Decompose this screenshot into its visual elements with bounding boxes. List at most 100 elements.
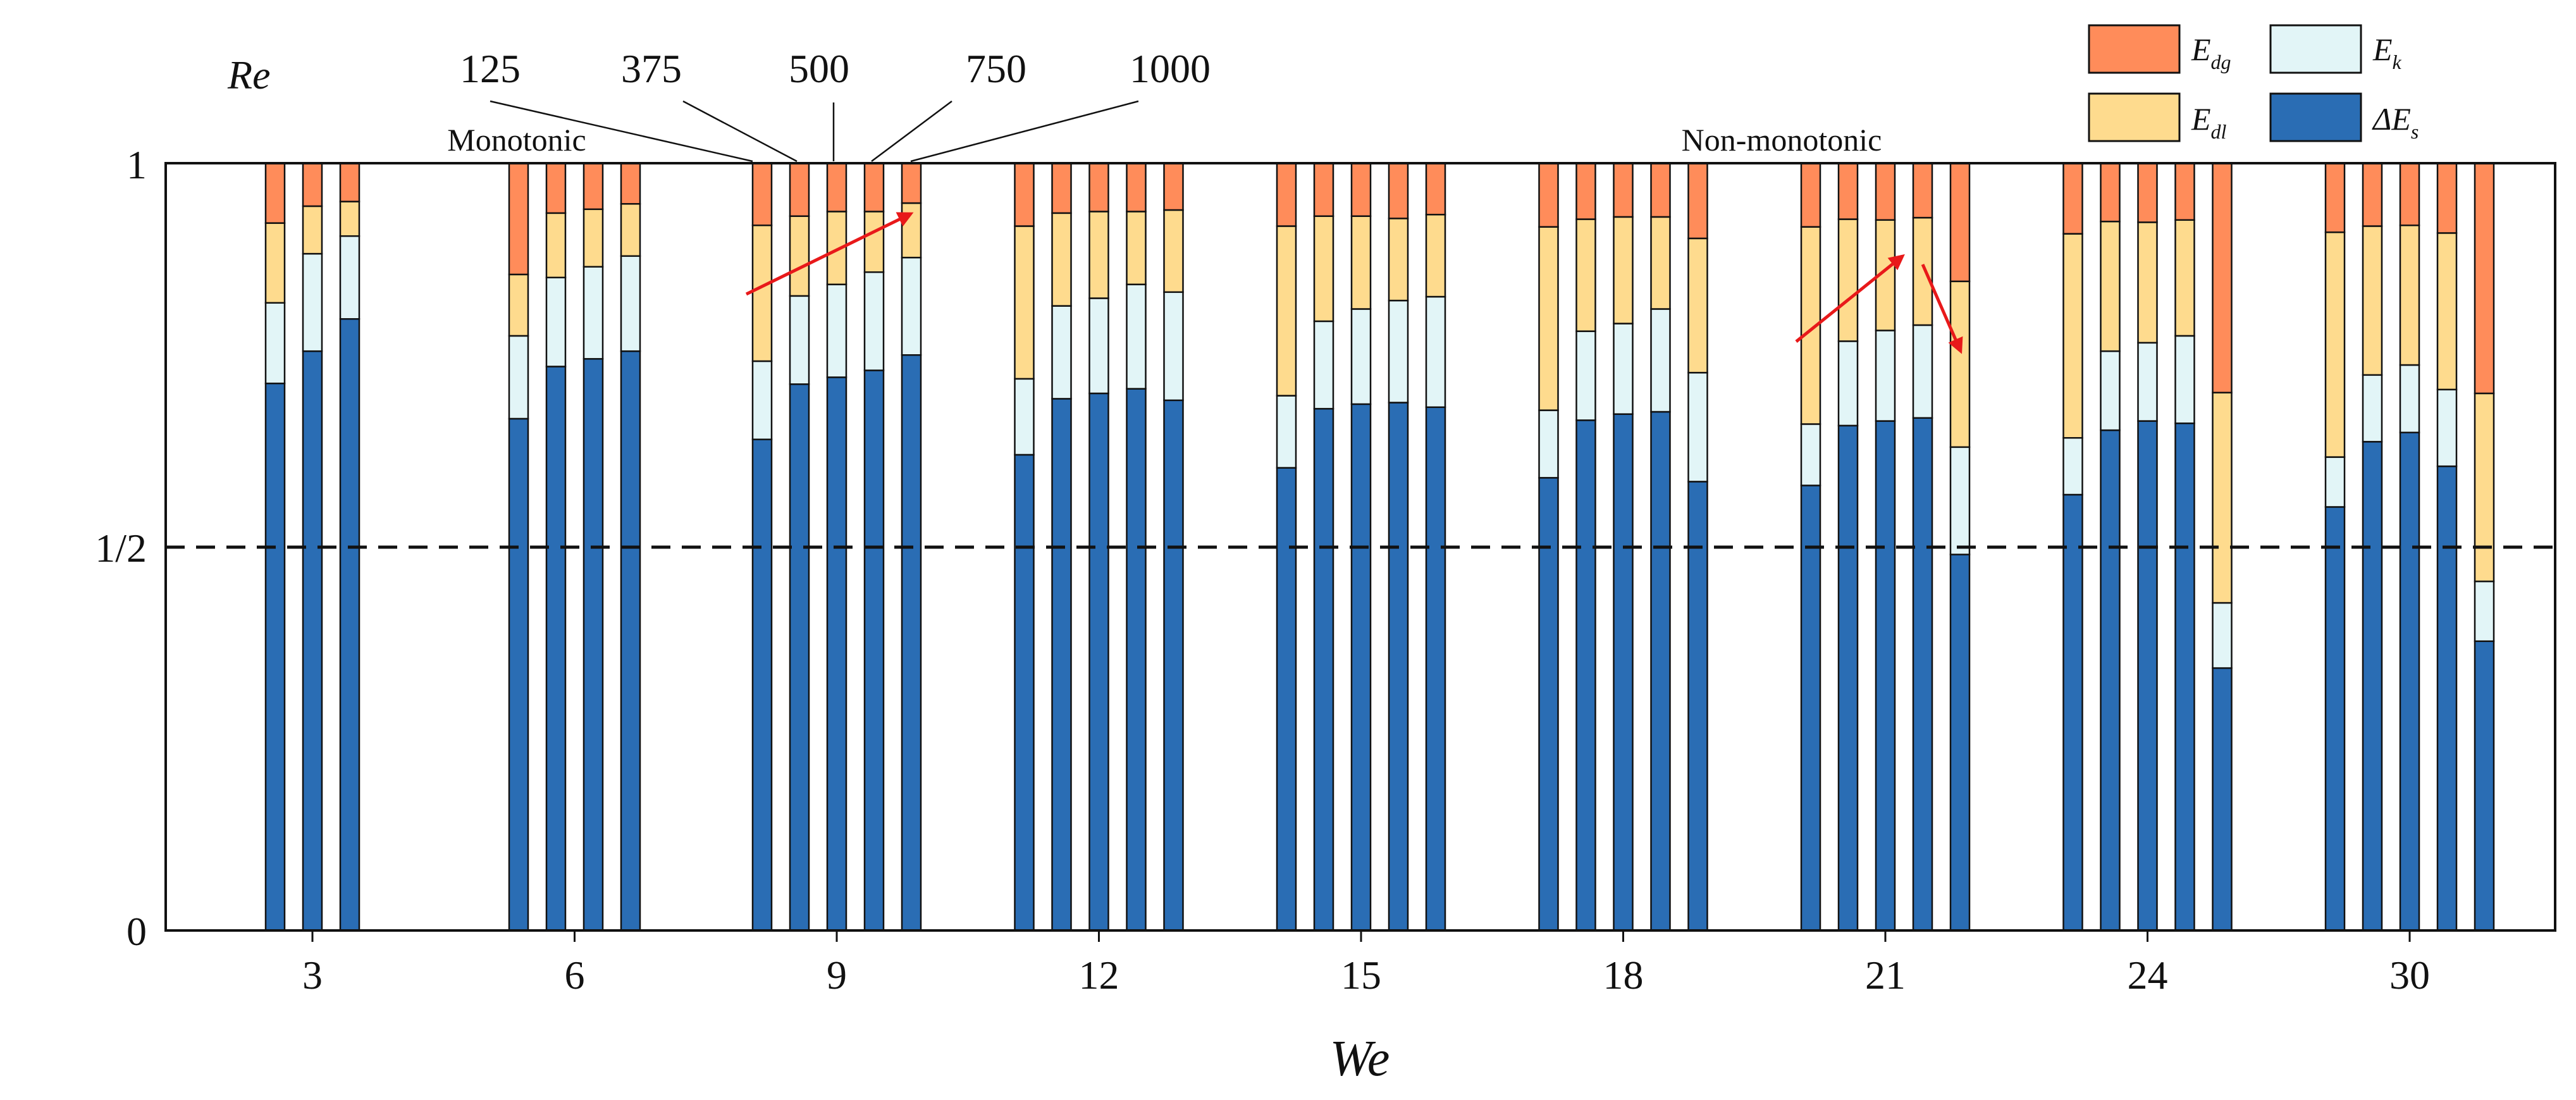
bar-segment-edl-we24-re375 [2100,220,2121,352]
bar-segment-ek-we6-re375 [545,276,567,368]
x-tick-label-6: 6 [565,953,585,998]
bar-segment-ek-we12-re750 [1126,283,1147,390]
bar-segment-edl-we15-re500 [1350,215,1372,310]
bar-segment-edl-we6-re125 [508,273,529,337]
y-tick-label-half: 1/2 [95,526,147,571]
bar-segment-edg-we21-re500 [1875,162,1896,221]
bar-segment-ek-we15-re750 [1388,299,1409,404]
bar-segment-des-we15-re500 [1350,403,1372,932]
bar-segment-edl-we3-re125 [264,222,286,304]
bar-segment-des-we15-re125 [1276,467,1297,932]
bar-segment-des-we15-re1000 [1425,406,1446,932]
bar-segment-edg-we9-re125 [751,162,773,226]
legend-label-des: ΔEs [2372,101,2419,143]
bar-segment-ek-we18-re1000 [1687,371,1708,483]
bar-segment-ek-we18-re125 [1538,409,1559,479]
bar-segment-ek-we6-re500 [582,266,604,360]
legend-swatch-ek [2269,24,2362,74]
bar-segment-edg-we30-re500 [2399,162,2420,226]
legend-label-ek: Ek [2372,32,2402,73]
bar-segment-ek-we15-re375 [1313,320,1334,410]
bar-segment-edg-we18-re375 [1575,162,1596,220]
bar-segment-edl-we15-re125 [1276,225,1297,397]
bar-segment-ek-we9-re375 [789,295,810,385]
bar-segment-edl-we21-re1000 [1949,280,1971,448]
bar-segment-des-we18-re500 [1613,413,1634,932]
bar-segment-edg-we18-re750 [1650,162,1671,218]
bar-segment-ek-we24-re125 [2062,437,2083,496]
bar-segment-edl-we12-re750 [1126,211,1147,285]
bar-segment-edg-we21-re1000 [1949,162,1971,283]
bar-segment-des-we12-re500 [1088,392,1109,932]
bar-segment-des-we24-re750 [2174,422,2195,932]
bar-segment-des-we9-re125 [751,438,773,932]
bar-segment-ek-we3-re125 [264,302,286,385]
bar-segment-edl-we21-re375 [1837,218,1859,342]
bar-segment-ek-we12-re375 [1051,305,1072,400]
trend-arrow-we21-fall [1921,263,1963,354]
legend: Edg Ek Edl ΔEs [2088,24,2419,143]
bar-segment-edl-we30-re500 [2399,225,2420,366]
annotation-non-monotonic: Non-monotonic [1682,122,1882,158]
bar-segment-edl-we24-re500 [2137,221,2158,344]
bar-segment-des-we24-re125 [2062,493,2083,932]
bar-segment-ek-we9-re125 [751,360,773,440]
bar-segment-edg-we9-re1000 [901,162,922,204]
legend-swatch-edg [2088,24,2181,74]
bar-segment-ek-we30-re500 [2399,364,2420,434]
bar-segment-edl-we18-re500 [1613,216,1634,324]
bar-segment-edg-we21-re750 [1912,162,1933,219]
bar-segment-des-we9-re500 [826,376,847,932]
bar-segment-ek-we9-re500 [826,283,847,378]
bar-segment-edg-we9-re375 [789,162,810,217]
bar-segment-edl-we3-re500 [339,201,361,237]
bar-segment-edg-we30-re1000 [2474,162,2495,395]
bar-segment-des-we30-re375 [2362,441,2383,932]
bar-segment-ek-we12-re1000 [1163,291,1184,402]
x-tick-label-18: 18 [1603,953,1644,998]
bar-segment-edg-we24-re750 [2174,162,2195,221]
bar-segment-edl-we24-re1000 [2212,392,2233,604]
bar-segment-ek-we12-re500 [1088,297,1109,395]
bar-segment-edg-we9-re500 [826,162,847,213]
bar-segment-edg-we15-re125 [1276,162,1297,227]
bar-segment-edg-we6-re750 [620,162,641,205]
bar-segment-des-we9-re750 [863,369,885,932]
bar-segment-edl-we30-re1000 [2474,392,2495,583]
bar-segment-ek-we6-re125 [508,335,529,420]
bar-segment-des-we12-re375 [1051,398,1072,932]
bar-segment-des-we15-re750 [1388,402,1409,932]
bar-segment-ek-we30-re375 [2362,374,2383,443]
bar-segment-des-we6-re375 [545,366,567,932]
bar-segment-des-we24-re500 [2137,420,2158,932]
legend-swatch-des [2269,92,2362,142]
bar-segment-edl-we18-re750 [1650,216,1671,310]
x-tick-label-21: 21 [1865,953,1906,998]
trend-arrow-we9 [745,212,914,296]
bar-segment-edl-we18-re1000 [1687,237,1708,374]
bar-segment-edl-we21-re750 [1912,216,1933,326]
re-label-375: 375 [621,46,682,91]
bar-segment-ek-we21-re500 [1875,330,1896,422]
bar-segment-ek-we6-re750 [620,255,641,352]
bar-segment-des-we15-re375 [1313,407,1334,932]
bar-segment-edl-we12-re500 [1088,211,1109,299]
bar-segment-ek-we24-re750 [2174,335,2195,424]
bar-segment-ek-we15-re500 [1350,308,1372,405]
y-tick-label-1: 1 [126,142,147,187]
bar-segment-edg-we6-re500 [582,162,604,211]
bar-segment-edg-we12-re500 [1088,162,1109,213]
x-tick-label-24: 24 [2128,953,2168,998]
bar-segment-edl-we15-re375 [1313,215,1334,323]
bar-segment-des-we3-re375 [302,350,323,932]
bar-segment-edl-we9-re750 [863,211,885,273]
annotation-monotonic: Monotonic [447,122,586,158]
bar-segment-edl-we15-re750 [1388,218,1409,302]
bar-segment-edg-we9-re750 [863,162,885,213]
bar-segment-ek-we15-re1000 [1425,295,1446,408]
bar-segment-des-we30-re125 [2324,506,2346,932]
bar-segment-edg-we12-re125 [1014,162,1035,227]
bar-segment-des-we30-re750 [2436,465,2458,932]
